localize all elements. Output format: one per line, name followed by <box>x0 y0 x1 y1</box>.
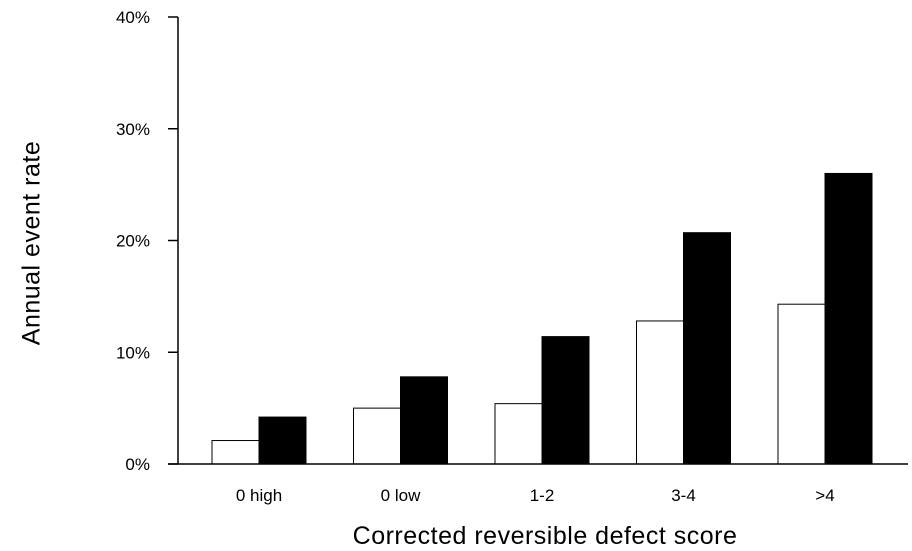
bar <box>541 336 590 465</box>
bar <box>353 407 401 465</box>
y-axis-title: Annual event rate <box>18 141 46 345</box>
bar <box>400 376 448 465</box>
y-tick-label: 30% <box>116 120 150 139</box>
x-tick-label: >4 <box>815 486 834 505</box>
y-tick-label: 0% <box>125 455 150 474</box>
bar <box>211 440 260 465</box>
x-ticks-group: 0 high 0 low 1-2 3-4 >4 <box>236 486 835 505</box>
bar <box>494 403 543 465</box>
x-tick-label: 0 high <box>236 486 282 505</box>
bar <box>258 416 307 465</box>
x-tick-label: 1-2 <box>530 486 555 505</box>
y-ticks-group: 0% 10% 20% 30% 40% <box>116 8 178 474</box>
bar <box>683 232 731 465</box>
bar <box>777 303 826 465</box>
x-axis-title: Corrected reversible defect score <box>353 522 738 550</box>
bars-group <box>211 172 873 465</box>
y-tick-label: 20% <box>116 232 150 251</box>
x-tick-label: 3-4 <box>671 486 696 505</box>
x-tick-label: 0 low <box>381 486 421 505</box>
y-tick-label: 10% <box>116 343 150 362</box>
bar <box>636 320 684 465</box>
y-tick-label: 40% <box>116 8 150 27</box>
bar <box>824 172 873 465</box>
